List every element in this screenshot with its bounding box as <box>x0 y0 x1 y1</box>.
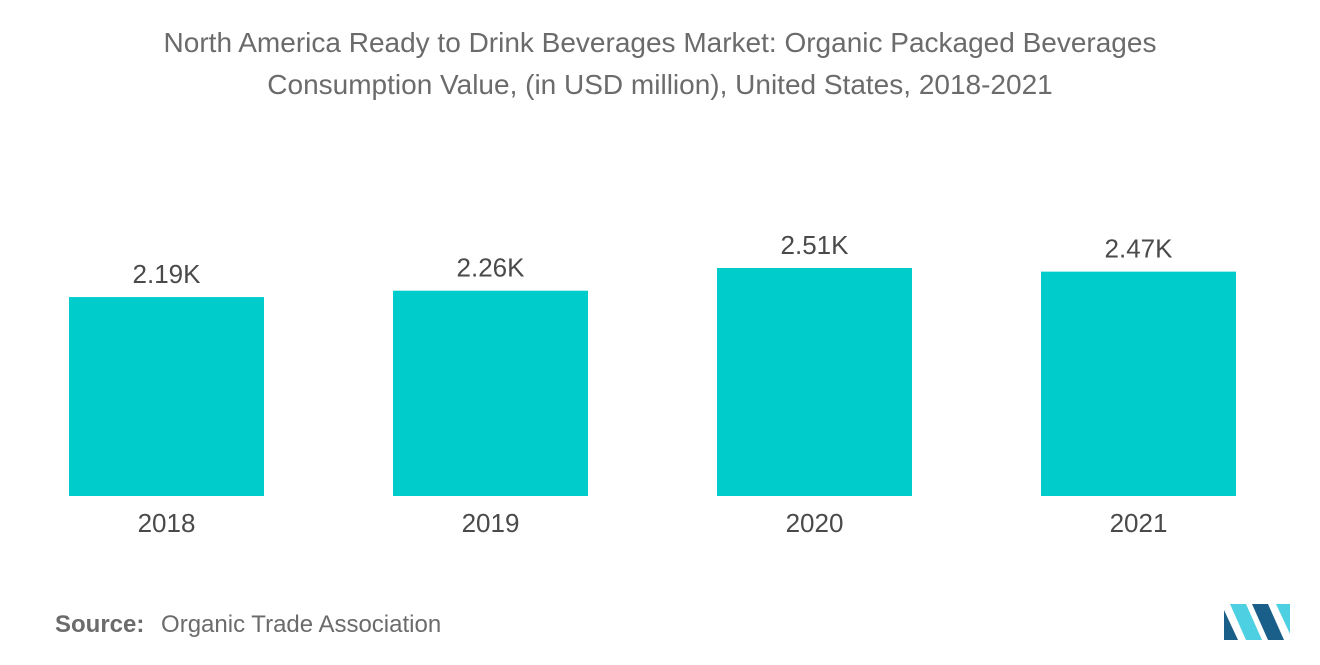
source-label: Source: <box>55 611 145 638</box>
bar-2018 <box>69 297 264 496</box>
x-tick-label-2019: 2019 <box>462 508 520 538</box>
source-note: Source: Organic Trade Association <box>55 611 441 639</box>
x-tick-label-2018: 2018 <box>138 508 196 538</box>
x-tick-label-2021: 2021 <box>1110 508 1168 538</box>
data-label-2019: 2.26K <box>457 253 526 283</box>
chart-title-line-1: North America Ready to Drink Beverages M… <box>163 27 1157 58</box>
chart-title: North America Ready to Drink Beverages M… <box>60 22 1260 106</box>
x-tick-label-2020: 2020 <box>786 508 844 538</box>
bar-2019 <box>393 290 588 496</box>
source-text: Organic Trade Association <box>161 611 442 638</box>
bar-2021 <box>1041 271 1236 496</box>
chart-title-line-2: Consumption Value, (in USD million), Uni… <box>267 69 1053 100</box>
mordor-intelligence-logo-icon <box>1224 604 1290 640</box>
data-label-2020: 2.51K <box>781 230 850 260</box>
data-label-2018: 2.19K <box>133 259 202 289</box>
data-label-2021: 2.47K <box>1105 234 1174 264</box>
bar-2020 <box>717 268 912 496</box>
